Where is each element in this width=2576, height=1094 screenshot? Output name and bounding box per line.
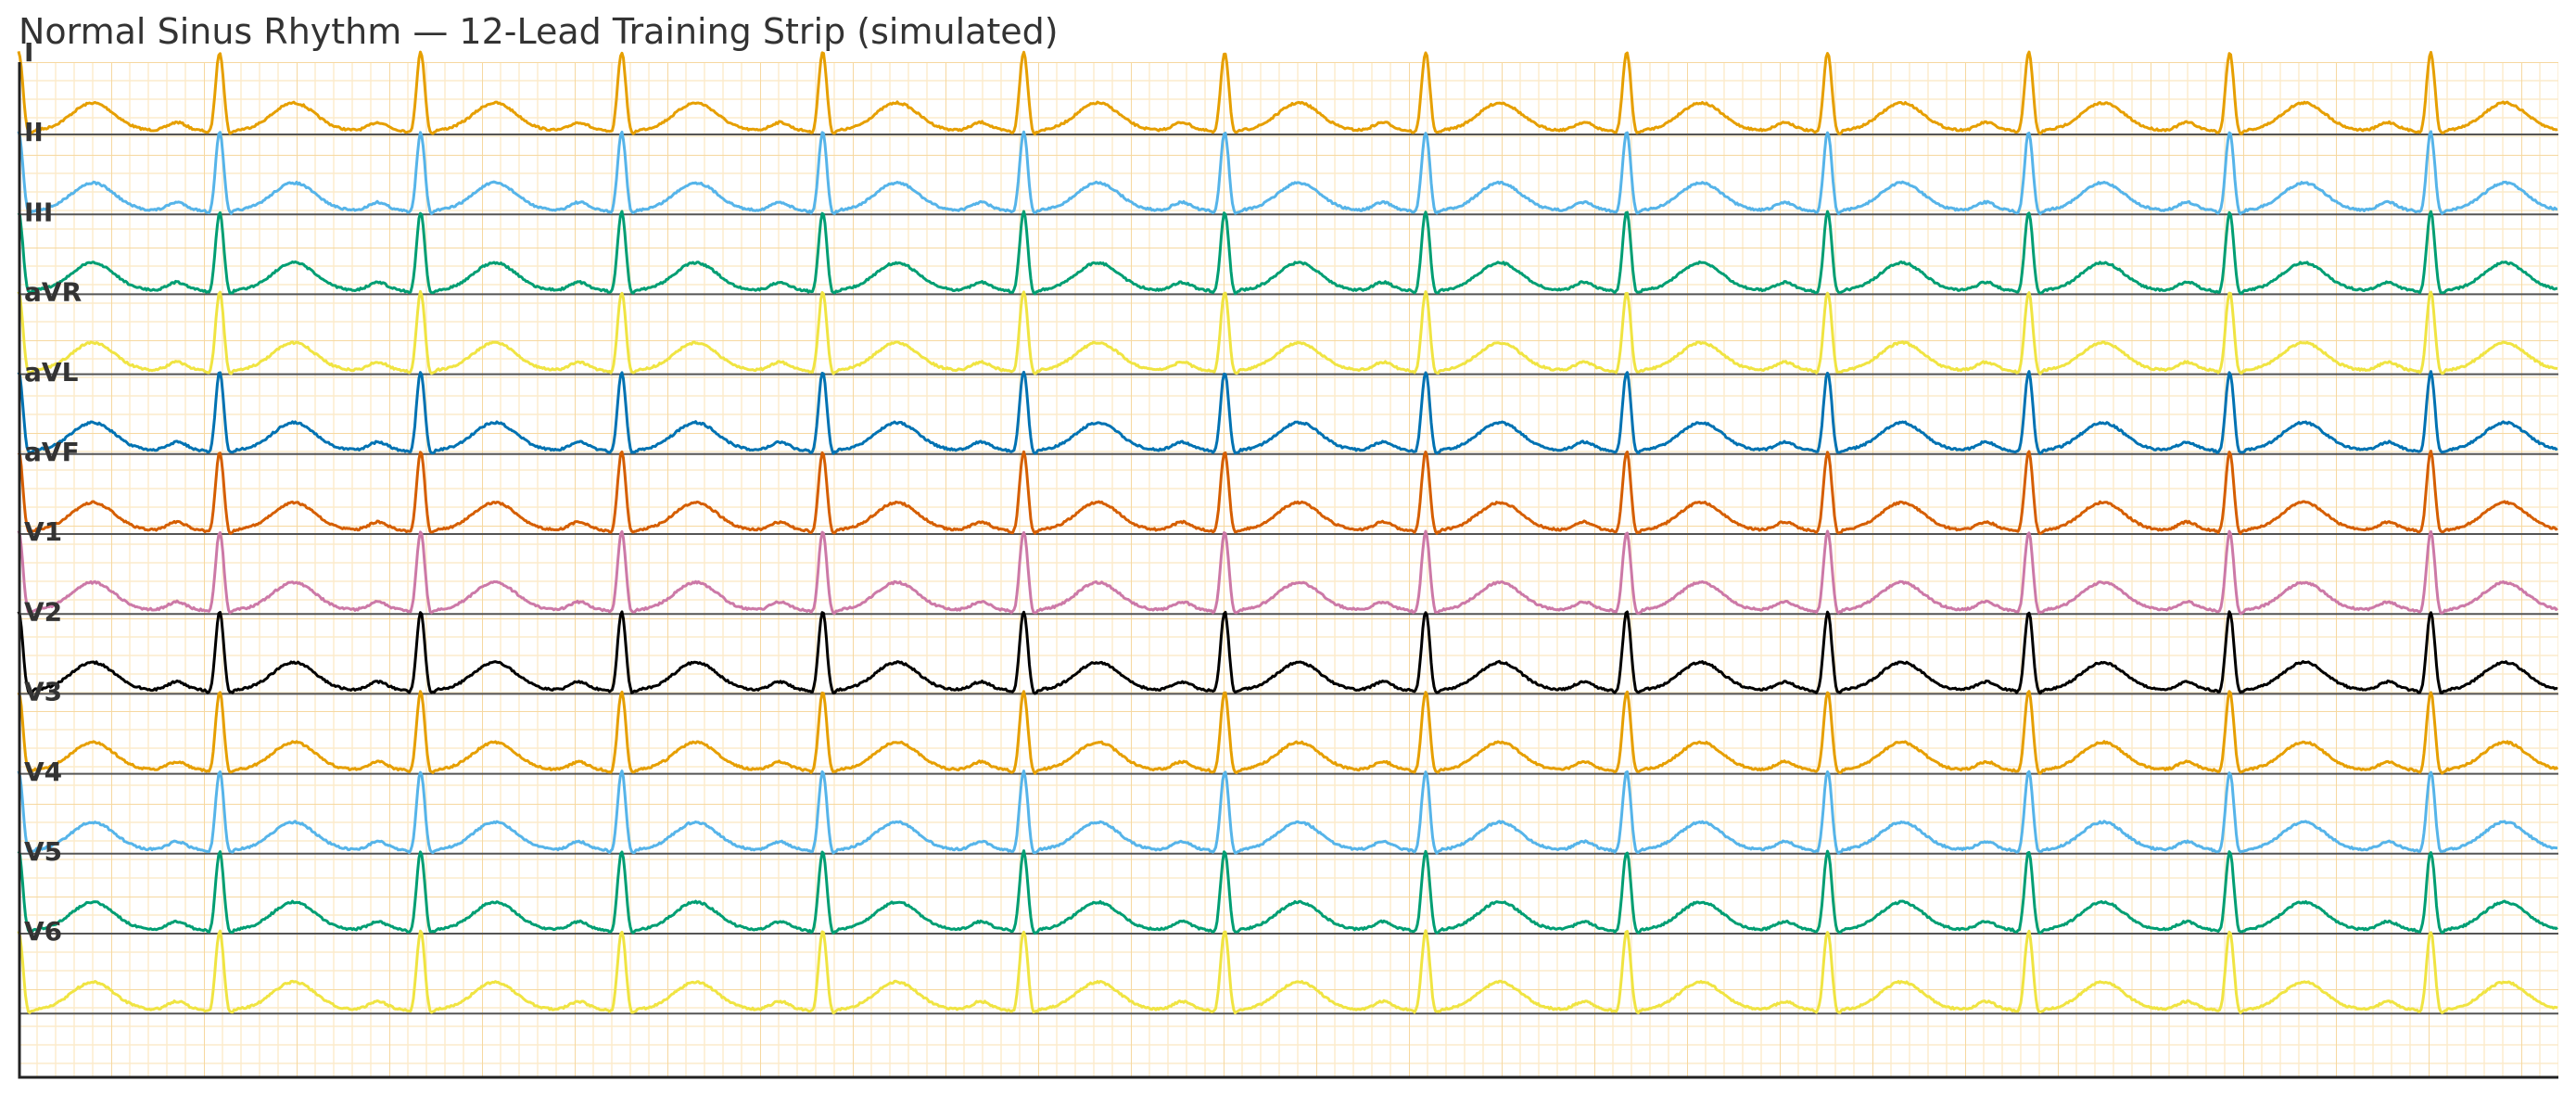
plot-axes bbox=[18, 62, 2558, 1079]
trace-v2 bbox=[17, 610, 2558, 695]
chart-title: Normal Sinus Rhythm — 12-Lead Training S… bbox=[19, 11, 1059, 52]
lead-label-v1: V1 bbox=[24, 516, 62, 547]
lead-label-avf: aVF bbox=[24, 437, 80, 467]
lead-label-iii: III bbox=[24, 197, 53, 227]
trace-v3 bbox=[17, 690, 2559, 775]
lead-label-v6: V6 bbox=[24, 916, 62, 947]
trace-ii bbox=[17, 130, 2558, 216]
trace-iii bbox=[17, 210, 2558, 296]
baselines bbox=[19, 134, 2558, 1015]
ecg-traces bbox=[17, 50, 2559, 1015]
lead-label-v2: V2 bbox=[24, 596, 62, 627]
trace-v5 bbox=[17, 849, 2558, 935]
trace-v1 bbox=[17, 529, 2558, 616]
lead-label-v4: V4 bbox=[24, 757, 62, 787]
trace-v4 bbox=[17, 770, 2557, 855]
trace-avf bbox=[17, 450, 2558, 536]
trace-v6 bbox=[17, 929, 2558, 1015]
lead-label-ii: II bbox=[24, 117, 44, 147]
trace-avr bbox=[17, 289, 2558, 375]
lead-label-i: I bbox=[24, 37, 33, 68]
trace-i bbox=[17, 50, 2558, 136]
lead-label-avl: aVL bbox=[24, 357, 79, 388]
trace-avl bbox=[17, 370, 2558, 455]
lead-label-avr: aVR bbox=[24, 277, 82, 308]
ecg-grid-background bbox=[19, 62, 2558, 1077]
lead-label-v5: V5 bbox=[24, 836, 62, 867]
lead-label-v3: V3 bbox=[24, 677, 62, 707]
